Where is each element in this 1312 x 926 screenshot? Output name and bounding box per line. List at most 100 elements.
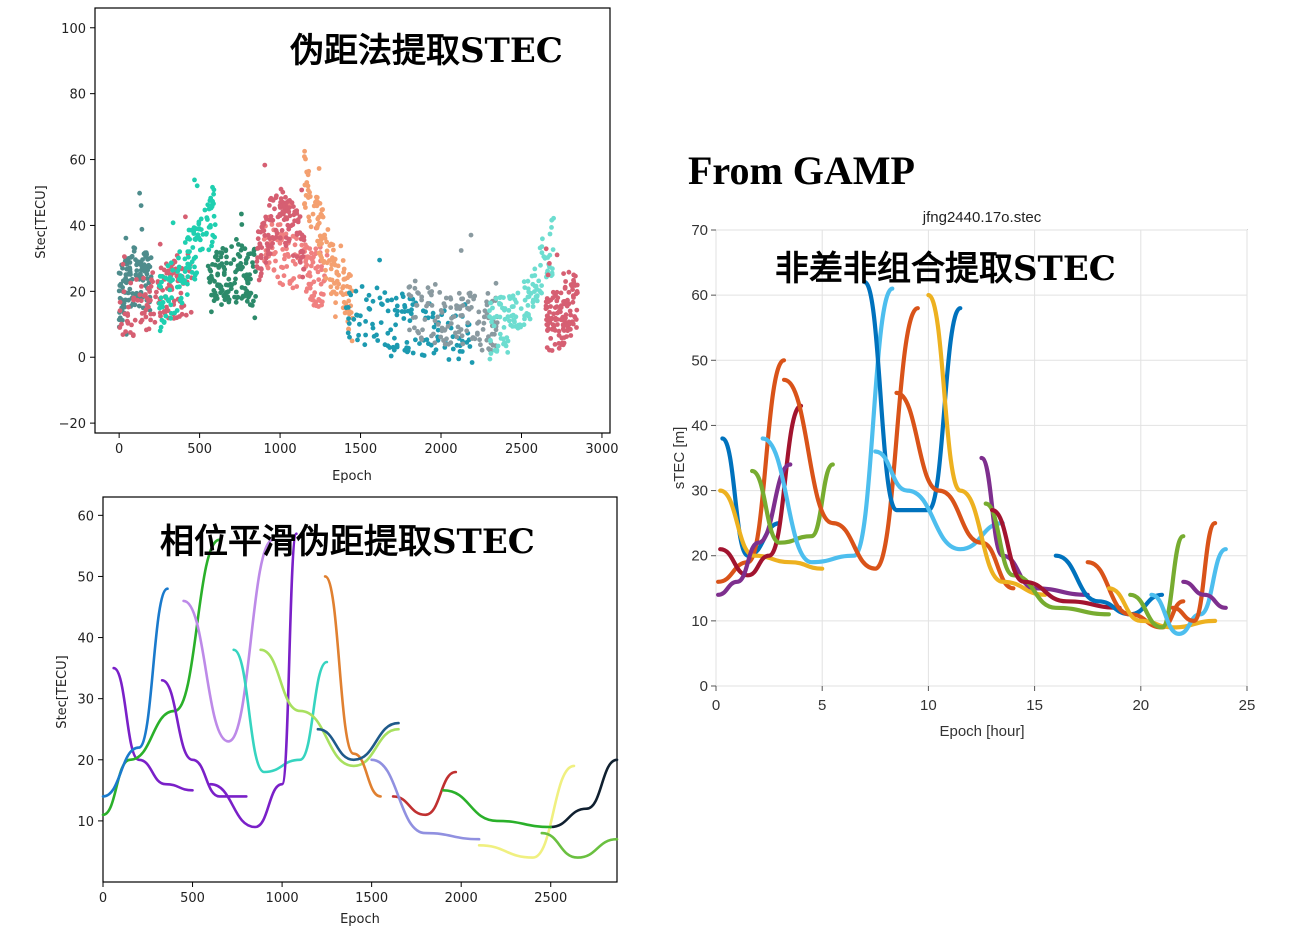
- scatter-point: [432, 318, 438, 324]
- scatter-point: [555, 322, 560, 327]
- scatter-point: [319, 241, 324, 246]
- scatter-point: [543, 306, 549, 312]
- scatter-series-s3: [157, 177, 218, 334]
- scatter-point: [558, 317, 564, 322]
- scatter-point: [534, 298, 540, 304]
- scatter-point: [274, 230, 280, 236]
- scatter-point: [341, 269, 346, 275]
- scatter-point: [211, 191, 217, 197]
- line-series-g15: [990, 508, 1122, 610]
- x-axis-label: Epoch: [340, 912, 380, 926]
- scatter-point: [298, 259, 303, 265]
- scatter-point: [388, 327, 394, 333]
- scatter-point: [254, 259, 260, 264]
- scatter-point: [270, 241, 275, 246]
- line-series-g11: [894, 390, 1016, 591]
- scatter-point: [118, 281, 124, 287]
- scatter-point: [279, 228, 285, 233]
- scatter-point: [336, 272, 341, 278]
- x-tick-label: 500: [187, 442, 212, 457]
- scatter-point: [256, 245, 261, 251]
- scatter-point: [385, 308, 391, 314]
- line-series-b16: [442, 789, 552, 829]
- scatter-point: [318, 214, 324, 219]
- scatter-point: [552, 342, 558, 347]
- y-tick-label: 70: [691, 222, 708, 239]
- scatter-point: [301, 237, 307, 243]
- y-tick-label: 60: [77, 509, 94, 524]
- scatter-point: [445, 324, 451, 329]
- scatter-point: [258, 271, 264, 276]
- scatter-point: [250, 260, 255, 265]
- scatter-point: [209, 239, 215, 245]
- y-tick-label: 0: [78, 351, 86, 366]
- scatter-point: [550, 247, 556, 253]
- scatter-point: [488, 300, 493, 306]
- scatter-point: [566, 289, 572, 295]
- scatter-point: [244, 298, 250, 304]
- scatter-point: [460, 303, 466, 308]
- scatter-point: [258, 253, 264, 258]
- scatter-point: [393, 322, 398, 328]
- scatter-point: [315, 222, 321, 228]
- scatter-point: [532, 289, 537, 294]
- scatter-point: [487, 356, 493, 362]
- y-tick-label: 0: [700, 678, 708, 695]
- x-tick-label: 0: [99, 891, 107, 906]
- scatter-point: [246, 292, 251, 298]
- x-tick-label: 1000: [266, 891, 299, 906]
- scatter-point: [446, 357, 452, 362]
- scatter-point: [307, 218, 312, 224]
- scatter-point: [157, 241, 163, 247]
- x-axis-label: Epoch: [332, 469, 372, 484]
- line-series-b15: [549, 758, 619, 829]
- scatter-point: [279, 264, 284, 270]
- scatter-point: [159, 279, 164, 285]
- scatter-point: [544, 317, 549, 323]
- scatter-point: [556, 328, 562, 334]
- scatter-point: [294, 230, 300, 236]
- scatter-point: [417, 341, 422, 346]
- scatter-point: [155, 279, 161, 284]
- scatter-point: [323, 267, 328, 273]
- scatter-point: [120, 261, 126, 267]
- scatter-point: [570, 287, 575, 292]
- scatter-point: [477, 337, 482, 343]
- scatter-point: [574, 282, 580, 288]
- scatter-point: [258, 266, 264, 271]
- scatter-point: [394, 303, 400, 309]
- scatter-point: [464, 328, 470, 334]
- y-tick-label: 10: [691, 613, 708, 630]
- scatter-point: [394, 312, 400, 318]
- scatter-point: [146, 326, 152, 332]
- scatter-point: [224, 260, 229, 266]
- line-series-b1: [112, 666, 194, 792]
- scatter-point: [565, 297, 570, 303]
- scatter-point: [306, 214, 312, 220]
- scatter-point: [451, 314, 457, 319]
- scatter-point: [178, 290, 184, 296]
- scatter-point: [177, 249, 183, 255]
- scatter-point: [353, 288, 359, 294]
- scatter-point: [285, 251, 291, 257]
- scatter-point: [125, 311, 130, 317]
- scatter-point: [556, 345, 562, 351]
- scatter-point: [349, 338, 355, 344]
- scatter-point: [539, 290, 544, 296]
- scatter-point: [489, 319, 494, 325]
- scatter-point: [370, 325, 376, 331]
- scatter-point: [518, 306, 524, 311]
- scatter-point: [282, 205, 287, 211]
- scatter-point: [139, 284, 144, 289]
- scatter-point: [328, 266, 334, 272]
- scatter-point: [544, 345, 550, 350]
- scatter-point: [571, 272, 577, 278]
- x-tick-label: 25: [1239, 697, 1256, 714]
- scatter-point: [287, 213, 293, 219]
- scatter-point: [328, 284, 334, 290]
- scatter-point: [267, 203, 272, 208]
- line-series-b8: [259, 648, 400, 768]
- scatter-point: [148, 317, 154, 323]
- scatter-point: [400, 294, 406, 300]
- scatter-point: [319, 207, 325, 213]
